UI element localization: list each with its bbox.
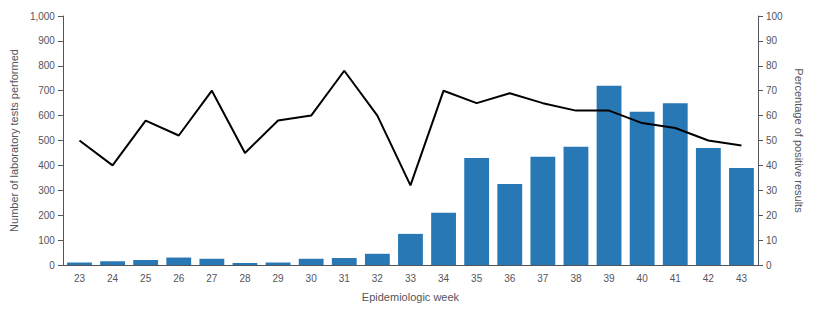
svg-text:27: 27 <box>206 273 218 284</box>
svg-text:28: 28 <box>239 273 251 284</box>
svg-text:700: 700 <box>38 85 55 96</box>
svg-text:40: 40 <box>637 273 649 284</box>
svg-text:30: 30 <box>306 273 318 284</box>
svg-text:60: 60 <box>766 110 778 121</box>
svg-text:20: 20 <box>766 210 778 221</box>
svg-text:1,000: 1,000 <box>30 11 55 22</box>
svg-text:400: 400 <box>38 160 55 171</box>
svg-text:0: 0 <box>49 260 55 271</box>
svg-text:70: 70 <box>766 85 778 96</box>
svg-text:800: 800 <box>38 60 55 71</box>
svg-text:42: 42 <box>703 273 715 284</box>
svg-text:32: 32 <box>372 273 384 284</box>
svg-text:31: 31 <box>339 273 351 284</box>
svg-text:29: 29 <box>273 273 285 284</box>
svg-text:26: 26 <box>173 273 185 284</box>
svg-text:300: 300 <box>38 185 55 196</box>
svg-text:43: 43 <box>736 273 748 284</box>
svg-text:500: 500 <box>38 135 55 146</box>
svg-text:40: 40 <box>766 160 778 171</box>
svg-text:36: 36 <box>504 273 516 284</box>
svg-text:200: 200 <box>38 210 55 221</box>
svg-text:25: 25 <box>140 273 152 284</box>
svg-text:90: 90 <box>766 35 778 46</box>
svg-text:33: 33 <box>405 273 417 284</box>
svg-text:100: 100 <box>38 235 55 246</box>
svg-text:38: 38 <box>570 273 582 284</box>
svg-text:80: 80 <box>766 60 778 71</box>
svg-text:Number of laboratory tests per: Number of laboratory tests performed <box>8 49 20 232</box>
svg-text:39: 39 <box>603 273 615 284</box>
svg-text:37: 37 <box>537 273 549 284</box>
svg-text:900: 900 <box>38 35 55 46</box>
svg-text:30: 30 <box>766 185 778 196</box>
svg-text:50: 50 <box>766 135 778 146</box>
svg-text:10: 10 <box>766 235 778 246</box>
svg-text:24: 24 <box>107 273 119 284</box>
svg-text:Epidemiologic week: Epidemiologic week <box>362 291 460 303</box>
svg-text:41: 41 <box>670 273 682 284</box>
svg-text:100: 100 <box>766 11 783 22</box>
svg-text:0: 0 <box>766 260 772 271</box>
svg-text:35: 35 <box>471 273 483 284</box>
svg-text:600: 600 <box>38 110 55 121</box>
svg-text:23: 23 <box>74 273 86 284</box>
svg-text:34: 34 <box>438 273 450 284</box>
svg-text:Percentage of positive results: Percentage of positive results <box>793 68 805 213</box>
